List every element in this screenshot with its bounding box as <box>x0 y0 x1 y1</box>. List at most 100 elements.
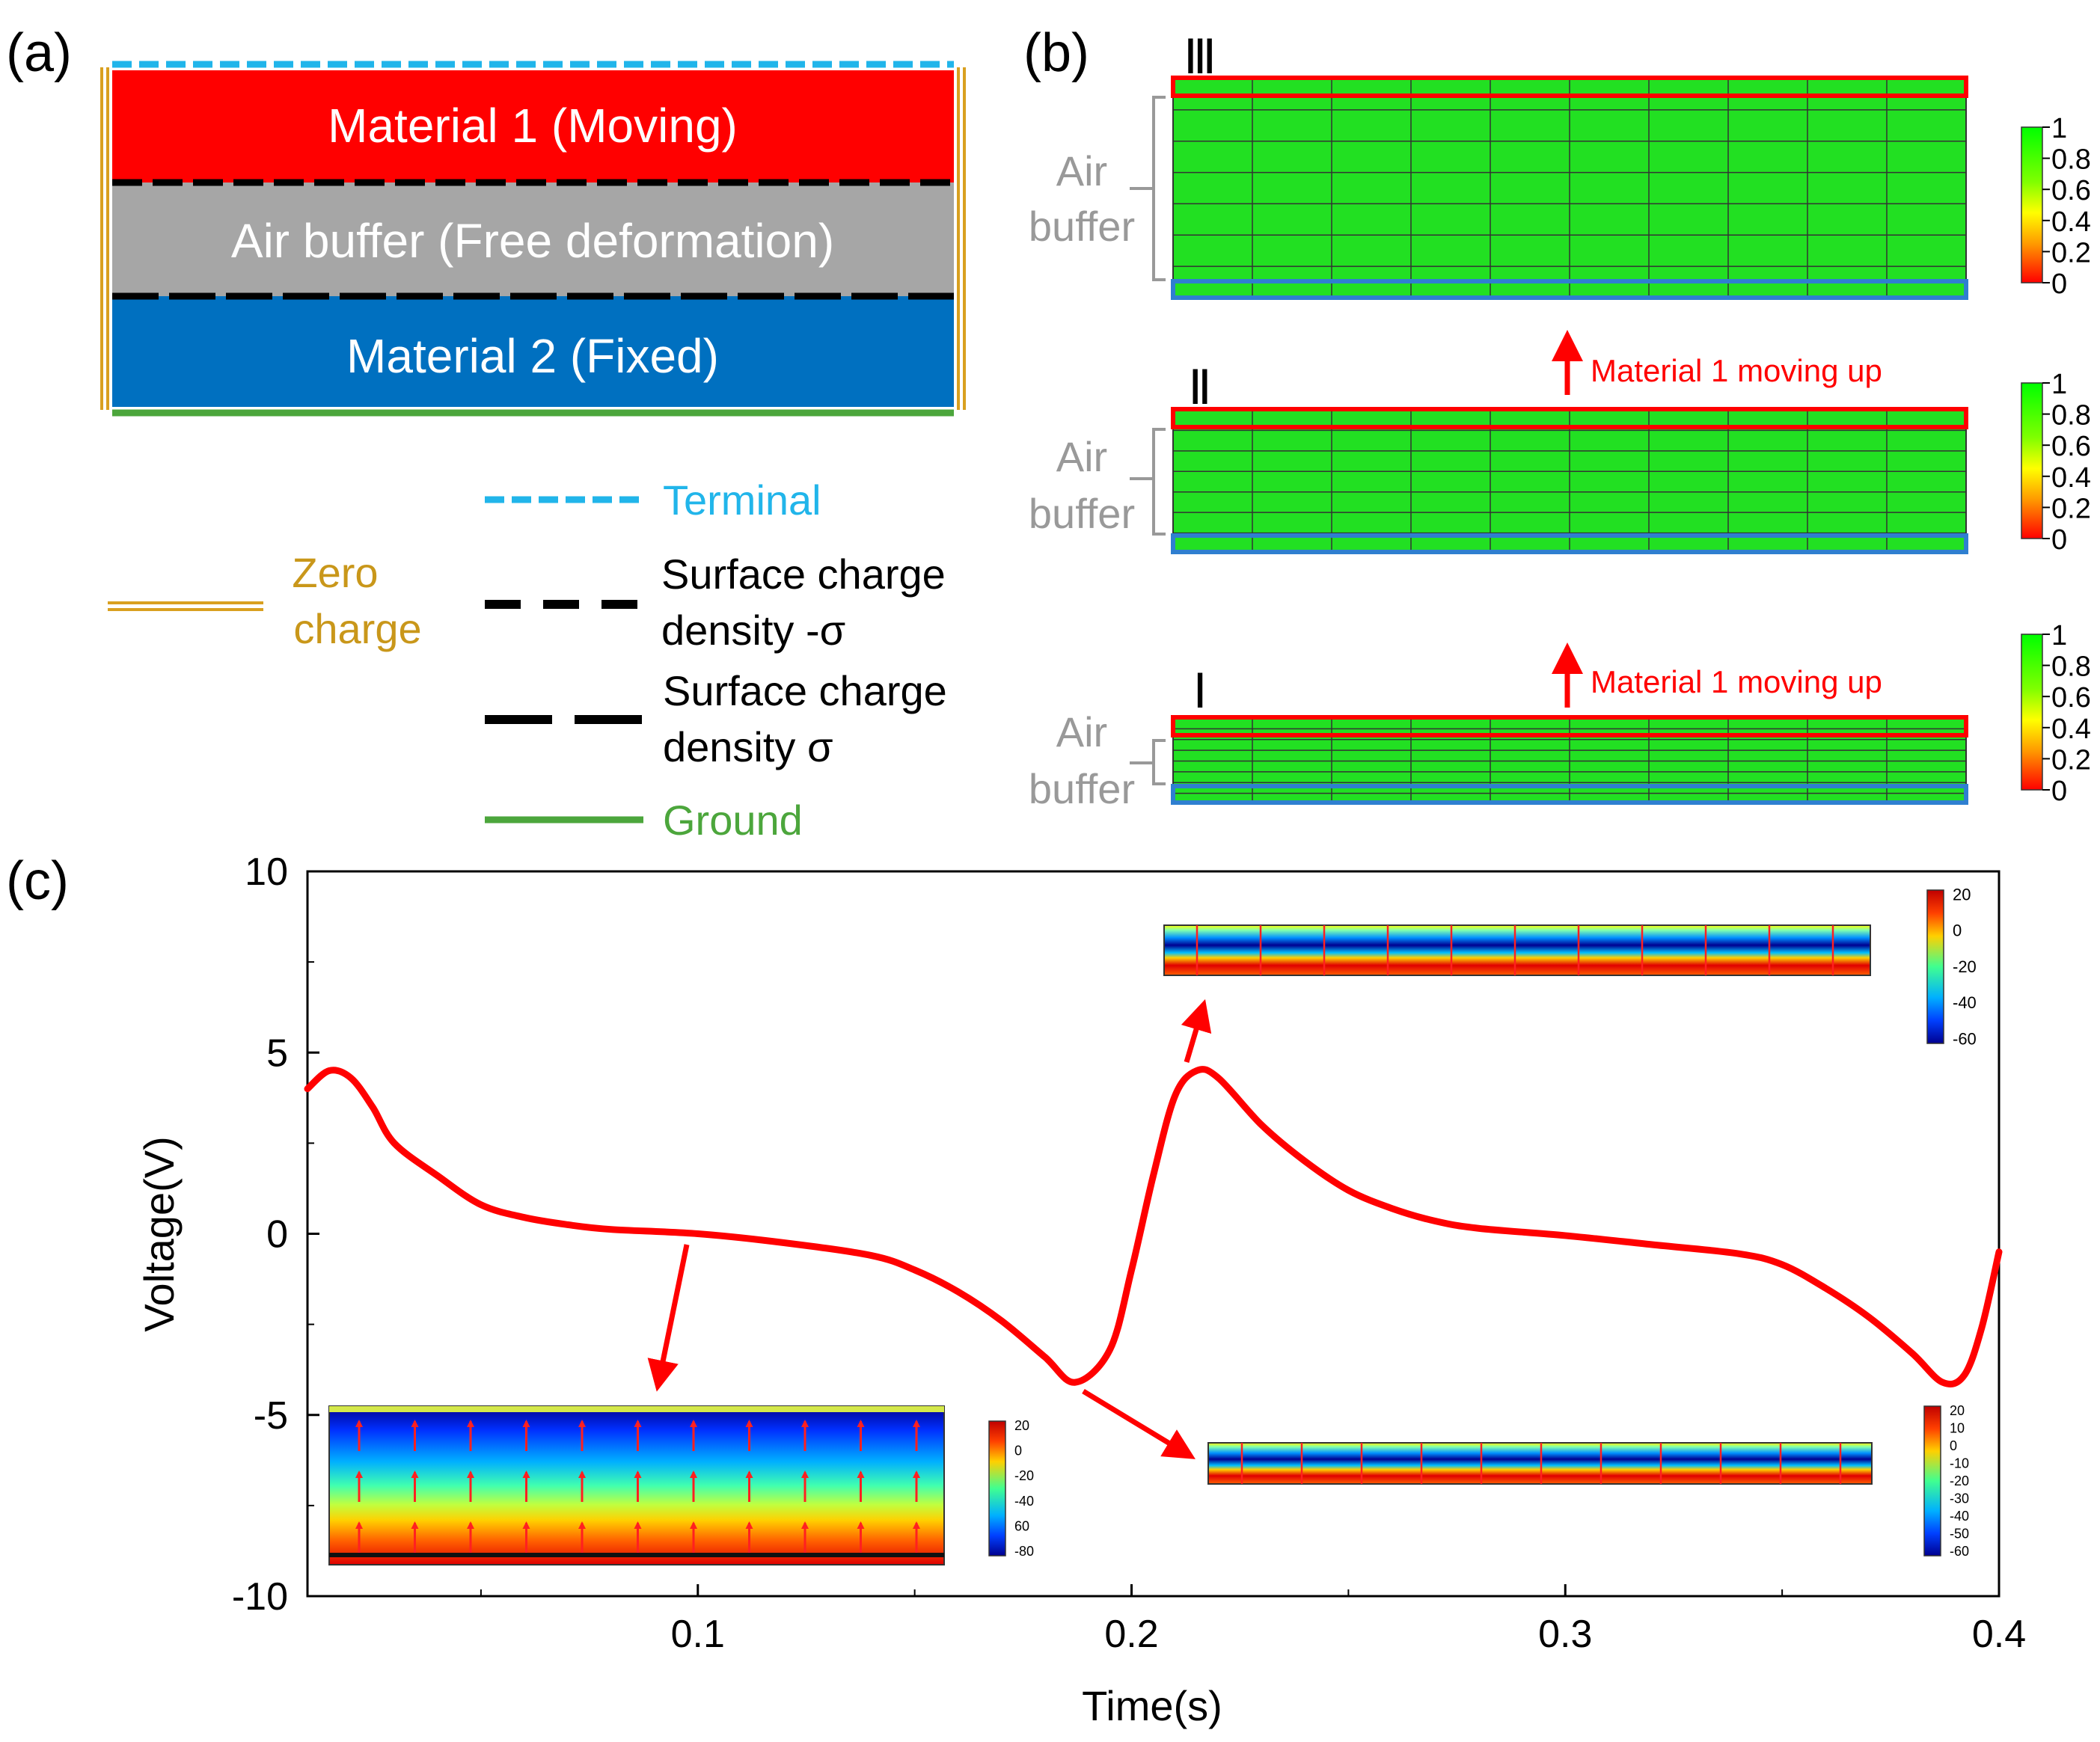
state-2-air-text-1: Air <box>1056 433 1107 480</box>
field-arrow-head <box>578 1470 586 1478</box>
field-arrow-head <box>634 1420 642 1427</box>
field-arrow-head <box>522 1470 530 1478</box>
inset-right-colorbar-label: -40 <box>1950 1509 1969 1524</box>
legend-zero-text-2: charge <box>293 605 421 652</box>
callout-arrow-bottom-right <box>1082 1389 1196 1459</box>
inset-top-colorbar-label: -20 <box>1953 957 1977 976</box>
legend-ground-text: Ground <box>663 797 803 844</box>
material-1-text: Material 1 (Moving) <box>328 99 738 153</box>
colorbar-tick-label: 0.8 <box>2051 400 2091 432</box>
inset-right-colorbar <box>1923 1405 1941 1557</box>
field-arrow-head <box>355 1420 363 1427</box>
colorbar-tick-label: 0.2 <box>2051 237 2091 269</box>
state-1-material-2-box <box>1171 784 1968 805</box>
air-buffer-layer <box>112 183 954 296</box>
callout-arrow-left <box>647 1244 690 1392</box>
material-2-layer <box>112 296 954 407</box>
state-3-bracket <box>1152 96 1166 281</box>
inset-right-colorbar-label: -20 <box>1950 1473 1969 1488</box>
colorbar-tick-label: 0.4 <box>2051 462 2091 494</box>
state-1-air-text-2: buffer <box>1029 765 1135 812</box>
inset-right-colorbar-label: 0 <box>1950 1438 1957 1453</box>
colorbar-tick-label: 1 <box>2051 113 2067 144</box>
field-arrow-head <box>411 1521 419 1529</box>
field-arrow-head <box>355 1521 363 1529</box>
inset-left-top-edge <box>329 1406 944 1412</box>
colorbar-tick-label: 0.8 <box>2051 651 2091 683</box>
state-1-material-1-box <box>1171 715 1968 737</box>
state-2-material-1-box <box>1171 407 1968 429</box>
colorbar-tick-label: 0 <box>2051 269 2067 300</box>
inset-bottom-right <box>1207 1442 1873 1485</box>
field-arrow-head <box>467 1420 474 1427</box>
colorbar-tick-label: 0.4 <box>2051 714 2091 745</box>
inset-right-colorbar-label: 20 <box>1950 1403 1965 1418</box>
field-arrow-head <box>522 1521 530 1529</box>
inset-right-colorbar-label: -50 <box>1950 1527 1969 1542</box>
inset-right-colorbar-label: 10 <box>1950 1421 1965 1436</box>
colorbar-b-2 <box>2021 634 2043 791</box>
inset-bottom-right-field-arrows <box>1240 1443 1842 1484</box>
inset-right-colorbar-label: -60 <box>1950 1544 1969 1559</box>
colorbar-tick-label: 0.2 <box>2051 744 2091 776</box>
y-axis-label: Voltage(V) <box>135 1136 183 1332</box>
colorbar-b-0 <box>2021 126 2043 283</box>
colorbar-tick-label: 0.8 <box>2051 144 2091 176</box>
axis-ticks: 0.1 0.2 0.3 0.4 10 5 0 -5 -10 <box>232 850 2026 1656</box>
legend-pos-sigma-text-2: density σ <box>663 723 833 770</box>
state-1-arrow-text: Material 1 moving up <box>1591 664 1882 699</box>
legend-terminal-text: Terminal <box>663 476 821 524</box>
inset-left-colorbar-label: -80 <box>1014 1544 1034 1559</box>
y-tick-label: -10 <box>232 1575 288 1619</box>
colorbar-tick-label: 0.6 <box>2051 682 2091 714</box>
x-tick-label: 0.2 <box>1104 1613 1158 1656</box>
legend-neg-sigma-text-1: Surface charge <box>661 550 946 598</box>
field-arrow-head <box>857 1521 865 1529</box>
state-2-air-text-2: buffer <box>1029 490 1135 537</box>
y-tick-label: -5 <box>254 1394 288 1438</box>
colorbar-tick-label: 0.6 <box>2051 431 2091 462</box>
inset-left-colorbar <box>988 1420 1006 1557</box>
state-2-material-2-box <box>1171 533 1968 554</box>
x-tick-label: 0.3 <box>1538 1613 1592 1656</box>
inset-left-colorbar-label: -40 <box>1014 1494 1034 1509</box>
state-2-grid <box>1173 410 1966 553</box>
inset-right-colorbar-label: -10 <box>1950 1456 1969 1471</box>
inset-right-colorbar-label: -30 <box>1950 1491 1969 1506</box>
field-arrow-head <box>690 1420 697 1427</box>
state-2: Ⅱ Air buffer Material 1 moving up <box>1029 330 1968 554</box>
colorbar-tick-label: 1 <box>2051 369 2067 400</box>
state-1-bracket <box>1152 739 1166 785</box>
inset-top-right-field-arrows <box>1196 925 1834 975</box>
inset-top-colorbar-label: -60 <box>1953 1029 1977 1048</box>
field-arrow-head <box>690 1470 697 1478</box>
field-arrow-head <box>745 1470 753 1478</box>
field-arrow-head <box>411 1470 419 1478</box>
field-arrow-head <box>745 1521 753 1529</box>
inset-left <box>328 1405 945 1565</box>
state-3-grid <box>1173 79 1966 298</box>
field-arrow-head <box>913 1470 920 1478</box>
field-arrow-head <box>801 1420 809 1427</box>
field-arrow-head <box>634 1470 642 1478</box>
field-arrow-head <box>578 1420 586 1427</box>
state-3-air-text-1: Air <box>1056 147 1107 194</box>
x-tick-label: 0.1 <box>671 1613 725 1656</box>
field-arrow-head <box>913 1420 920 1427</box>
field-arrow-head <box>857 1420 865 1427</box>
field-arrow-head <box>578 1521 586 1529</box>
x-axis-label: Time(s) <box>1082 1682 1222 1729</box>
legend-zero-text-1: Zero <box>292 549 378 596</box>
inset-top-right <box>1163 924 1871 976</box>
x-tick-label: 0.4 <box>1972 1613 2026 1656</box>
inset-bottom-right-field <box>1207 1442 1873 1485</box>
colorbar-tick-label: 0 <box>2051 524 2067 556</box>
state-2-bracket <box>1152 428 1166 536</box>
y-tick-label: 0 <box>266 1213 288 1257</box>
colorbar-tick-label: 0 <box>2051 776 2067 807</box>
inset-left-colorbar-label: -20 <box>1014 1468 1034 1483</box>
colorbar-tick-label: 0.4 <box>2051 206 2091 238</box>
state-1: Ⅰ Air buffer Material 1 moving up <box>1029 642 1968 812</box>
colorbar-tick-label: 1 <box>2051 620 2067 651</box>
